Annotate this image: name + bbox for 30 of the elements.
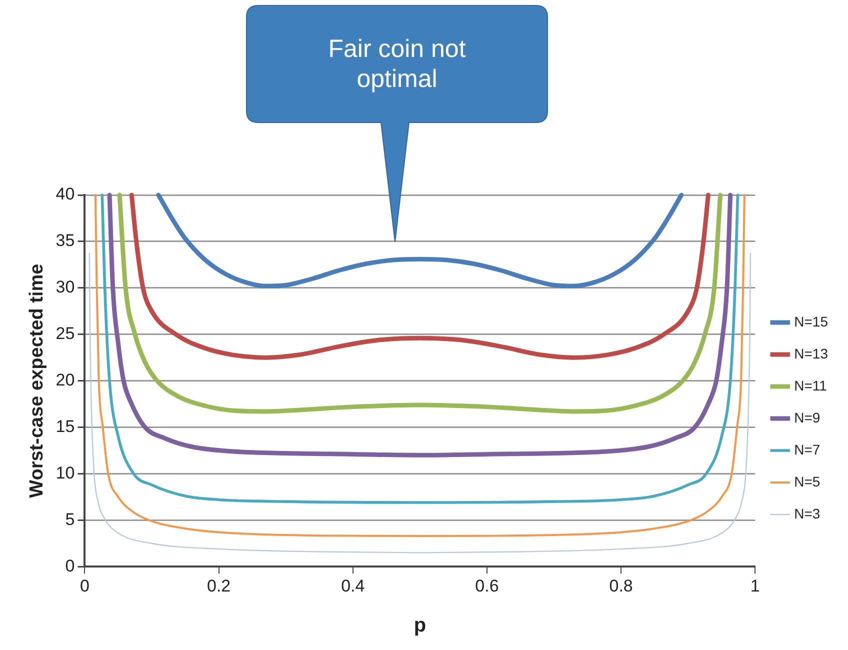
y-tick-label: 5: [65, 510, 75, 529]
legend-label: N=3: [794, 505, 820, 522]
y-tick-label: 10: [56, 463, 75, 482]
line-series: [107, 192, 733, 458]
text: Fair coin not optimal: [327, 34, 467, 95]
legend-label: N=15: [794, 313, 828, 330]
y-tick-label: 25: [56, 324, 75, 344]
x-tick-label: 1: [750, 576, 760, 596]
y-tick-label: 20: [56, 370, 75, 390]
legend-label: N=5: [794, 473, 820, 490]
y-axis-title: Worst-case expected time: [26, 264, 48, 498]
x-axis-title: p: [414, 614, 426, 637]
line-series: [117, 192, 723, 414]
legend-label: N=7: [794, 441, 820, 458]
x-tick-label: 0.8: [609, 576, 633, 596]
x-tick-label: 0.4: [341, 576, 365, 596]
x-tick-label: 0: [80, 576, 90, 596]
legend-label: N=9: [794, 409, 820, 426]
legend-label: N=13: [794, 345, 828, 362]
y-tick-label: 40: [56, 184, 75, 204]
y-tick-label: 15: [56, 416, 75, 436]
line-series: [156, 192, 684, 288]
x-tick-label: 0.6: [475, 576, 499, 596]
line-series: [88, 252, 752, 554]
y-tick-label: 35: [56, 231, 75, 250]
y-tick-label: 0: [65, 556, 75, 576]
x-tick-label: 0.2: [206, 576, 231, 596]
line-series: [129, 192, 710, 360]
legend-label: N=11: [794, 377, 828, 394]
y-tick-label: 30: [56, 278, 75, 297]
